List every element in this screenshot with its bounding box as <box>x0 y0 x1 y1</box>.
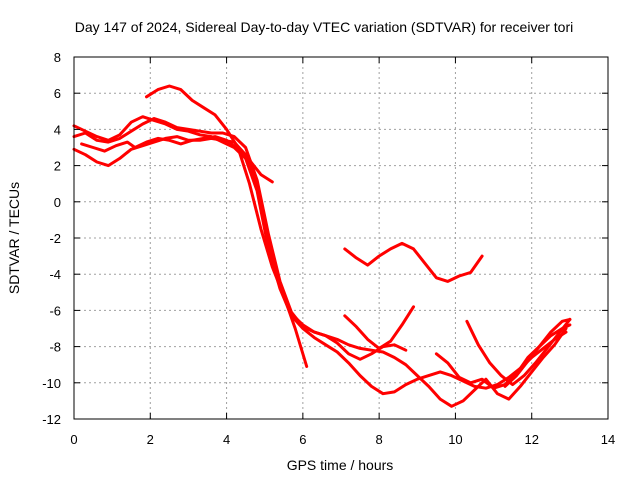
y-tick-label: -12 <box>42 412 61 427</box>
y-tick-label: -2 <box>49 231 61 246</box>
grid-lines <box>74 57 608 419</box>
x-tick-label: 6 <box>299 432 306 447</box>
series-arc-6 <box>343 241 484 283</box>
data-series <box>72 84 572 408</box>
y-tick-label: -8 <box>49 340 61 355</box>
y-axis-label: SDTVAR / TECUs <box>6 182 22 294</box>
y-tick-label: 0 <box>54 195 61 210</box>
series-arc-10 <box>503 323 572 388</box>
x-tick-label: 8 <box>376 432 383 447</box>
y-tick-label: -4 <box>49 267 61 282</box>
y-tick-label: 8 <box>54 50 61 65</box>
x-axis-label: GPS time / hours <box>287 457 394 473</box>
x-tick-label: 0 <box>70 432 77 447</box>
x-tick-label: 4 <box>223 432 230 447</box>
y-tick-label: 2 <box>54 159 61 174</box>
chart-title: Day 147 of 2024, Sidereal Day-to-day VTE… <box>75 19 574 35</box>
series-arc-9 <box>465 317 572 387</box>
series-arc-5 <box>80 135 274 184</box>
series-arc-3 <box>72 117 408 361</box>
series-arc-1 <box>72 115 568 396</box>
x-tick-label: 2 <box>147 432 154 447</box>
series-arc-4 <box>145 84 309 368</box>
x-tick-label: 12 <box>524 432 538 447</box>
x-tick-label: 10 <box>448 432 462 447</box>
y-tick-label: -6 <box>49 303 61 318</box>
x-tick-label: 14 <box>601 432 615 447</box>
y-tick-label: -10 <box>42 376 61 391</box>
y-tick-label: 4 <box>54 122 61 137</box>
axis-ticks: 0 2 4 6 8 10 12 14 8 6 4 2 0 -2 -4 -6 -8 -10 -12 <box>42 50 615 447</box>
y-tick-label: 6 <box>54 86 61 101</box>
series-arc-7 <box>343 305 415 350</box>
